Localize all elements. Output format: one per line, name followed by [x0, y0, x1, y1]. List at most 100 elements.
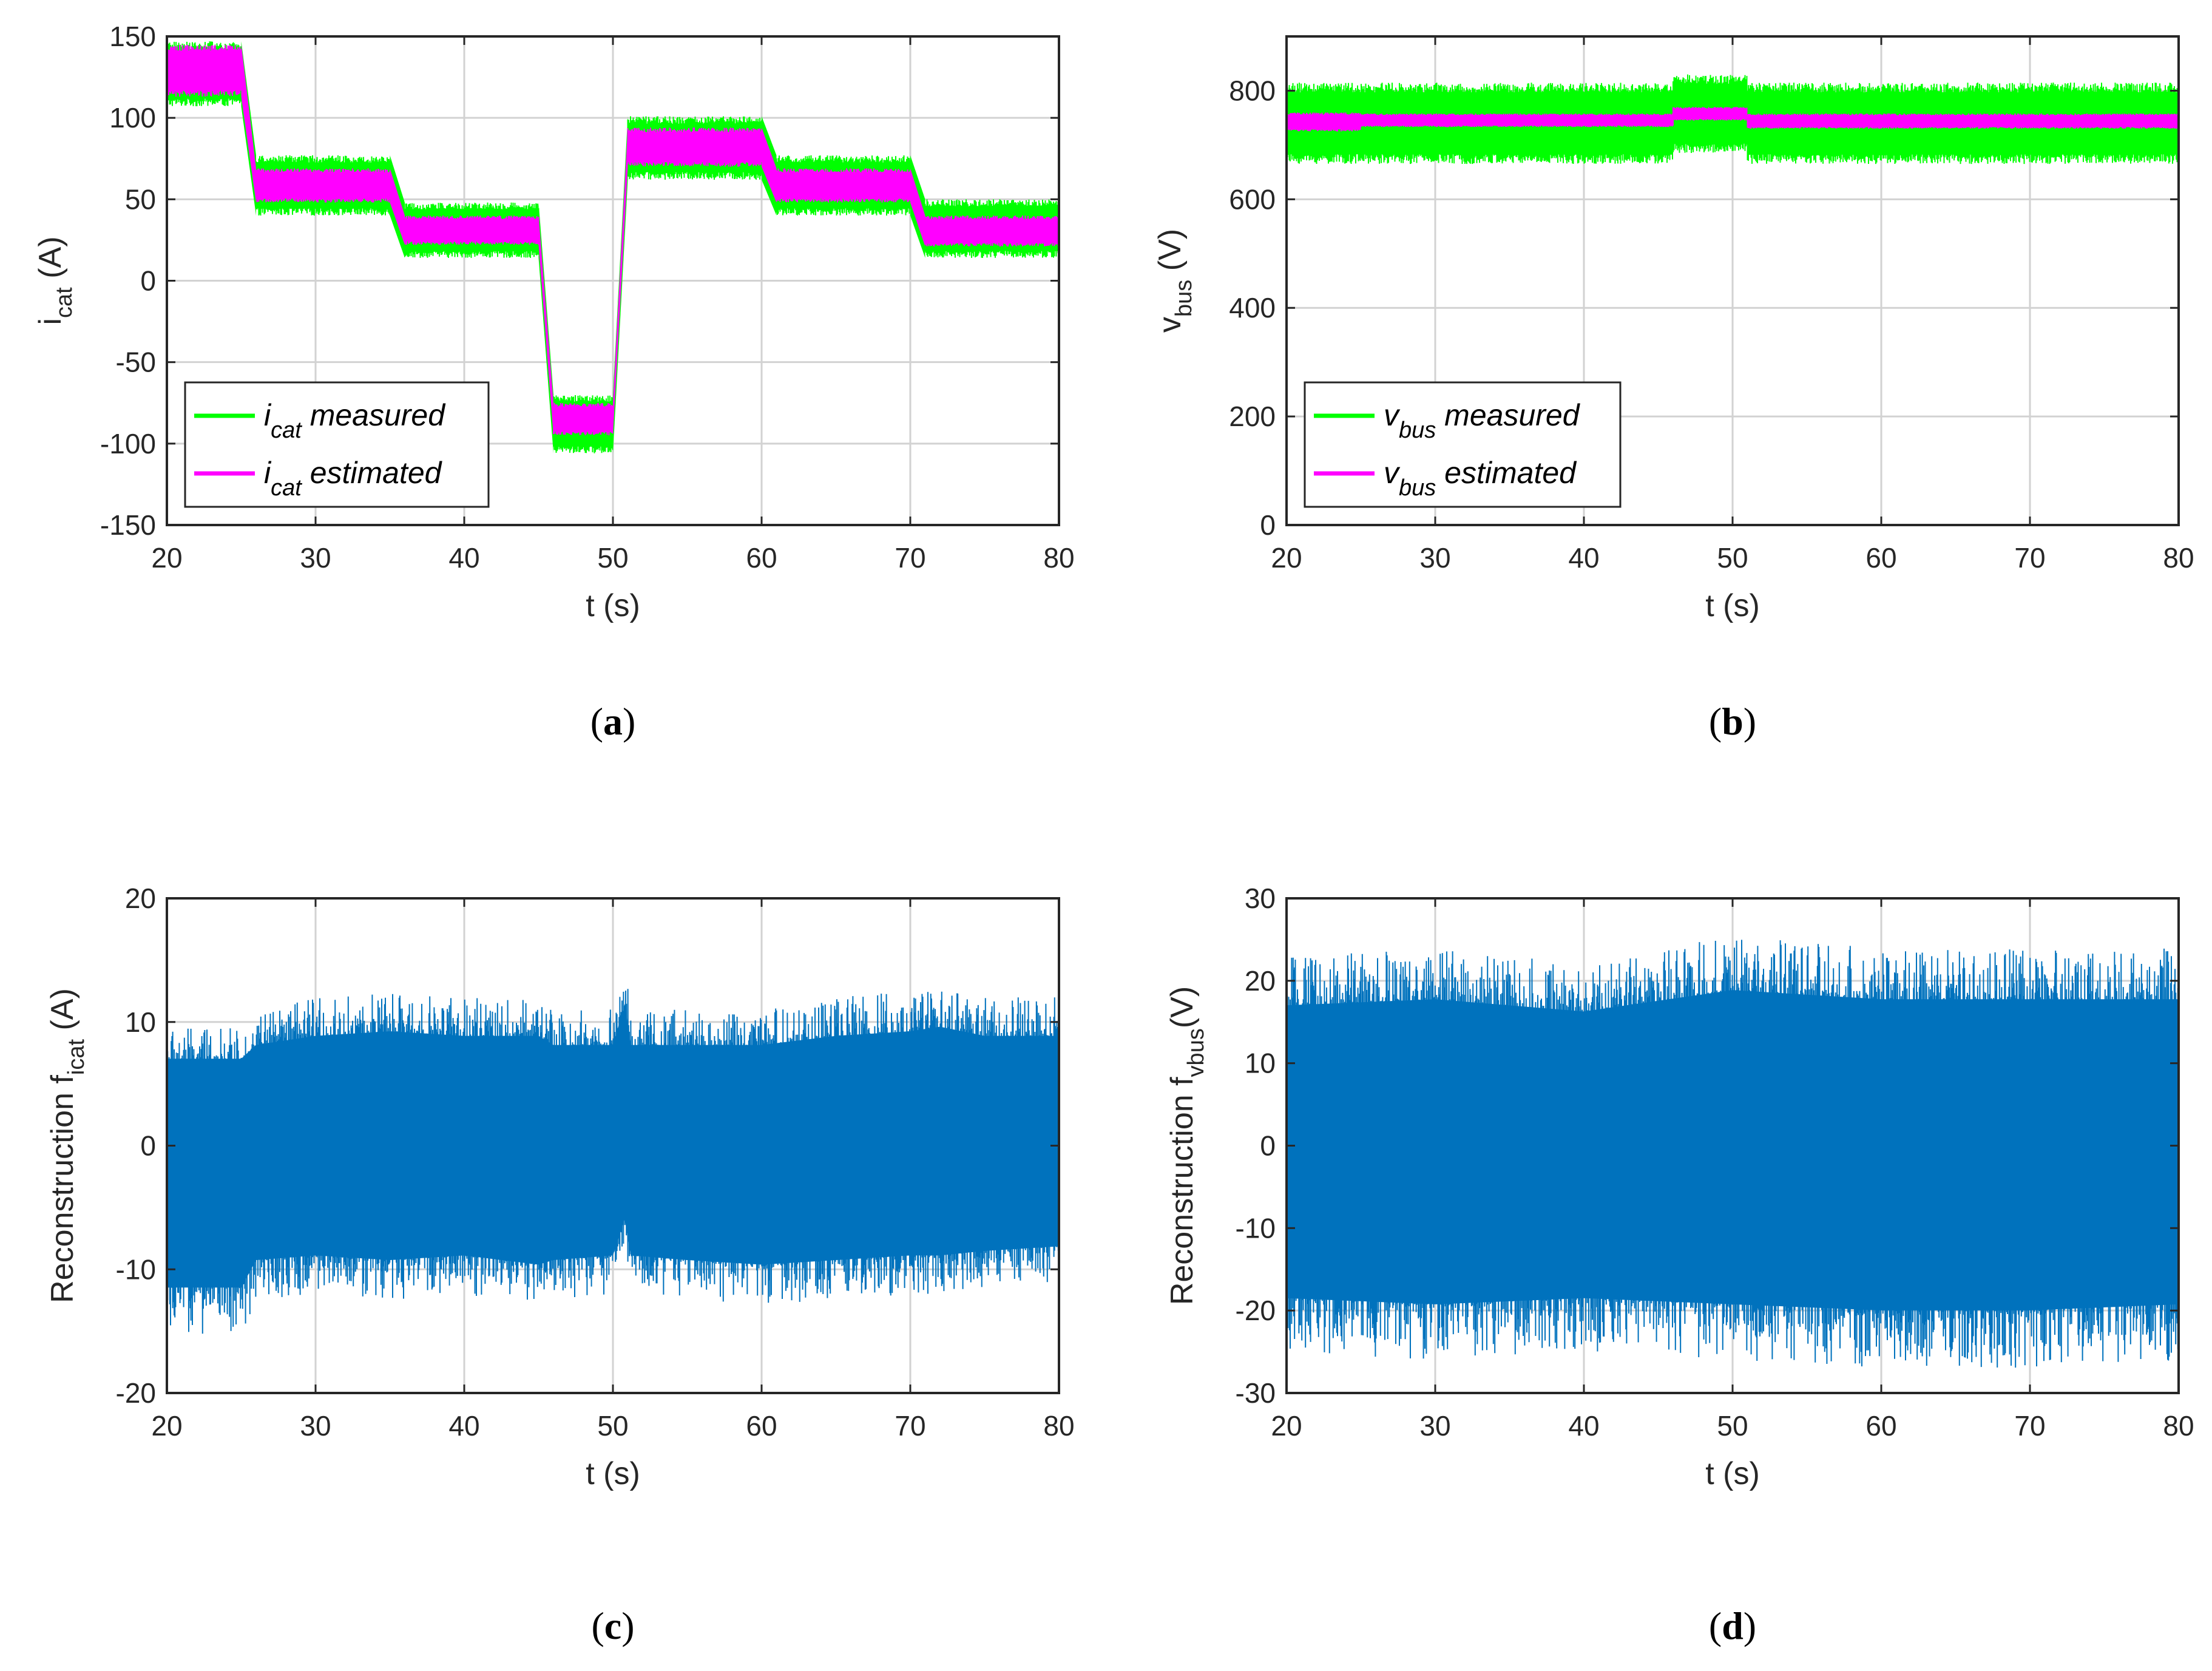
legend-main: i [264, 398, 272, 432]
y-tick-label: -20 [1236, 1295, 1276, 1326]
y-tick-label: -10 [1236, 1212, 1276, 1244]
y-tick-label: 400 [1229, 292, 1276, 324]
subfigure-caption: (d) [1709, 1604, 1756, 1647]
y-label-unit: (V) [1165, 986, 1200, 1028]
x-tick-label: 60 [746, 1410, 777, 1442]
x-tick-label: 30 [1419, 1410, 1450, 1442]
y-tick-label: -50 [116, 347, 156, 378]
caption-close: ) [1744, 700, 1756, 743]
x-tick-label: 80 [1043, 1410, 1074, 1442]
caption-letter: b [1722, 700, 1744, 743]
series-1-segment-0 [167, 44, 242, 97]
x-tick-label: 20 [1271, 542, 1302, 574]
y-tick-label: 800 [1229, 75, 1276, 106]
y-tick-label: 150 [109, 21, 156, 52]
y-label-sub: bus [1171, 280, 1197, 317]
series-1-transition-0 [241, 44, 256, 203]
x-tick-label: 30 [300, 1410, 331, 1442]
series-1-transition-5 [910, 168, 925, 247]
y-tick-label: -150 [100, 509, 156, 541]
x-tick-label: 40 [448, 542, 479, 574]
series-1-transition-1 [390, 168, 405, 245]
y-tick-label: 0 [1260, 1130, 1276, 1162]
y-tick-label: 20 [1245, 965, 1276, 997]
x-tick-label: 70 [895, 542, 925, 574]
caption-letter: d [1722, 1604, 1744, 1647]
y-tick-label: 10 [125, 1006, 156, 1038]
data-layer [167, 41, 1059, 453]
x-tick-label: 20 [151, 1410, 182, 1442]
y-label-main: i [33, 318, 68, 325]
x-tick-label: 70 [895, 1410, 925, 1442]
chart-d: 20 30 40 50 60 70 80 30 20 10 0 -10 -20 -30 t (s) Recon… [1165, 883, 2194, 1647]
x-tick-label: 30 [1419, 542, 1450, 574]
y-tick-label: -20 [116, 1377, 156, 1409]
series-1-segment-1 [1360, 113, 1674, 127]
x-tick-label: 80 [2163, 542, 2194, 574]
subfigure-caption: (c) [591, 1604, 634, 1647]
y-tick-label: -10 [116, 1253, 156, 1285]
y-tick-label: 0 [1260, 509, 1276, 541]
data-layer [1287, 74, 2179, 164]
y-label-unit: (A) [33, 236, 68, 287]
series-0-signal [1287, 940, 2179, 1368]
caption-close: ) [623, 700, 635, 743]
series-1-transition-4 [762, 127, 777, 203]
series-1-segment-2 [404, 215, 539, 245]
y-label-main: v [1152, 317, 1188, 333]
legend-sub: cat [271, 475, 302, 501]
legend-rest: measured [302, 398, 446, 432]
y-tick-label: 200 [1229, 401, 1276, 432]
y-tick-label: -30 [1236, 1377, 1276, 1409]
x-tick-label: 60 [1865, 1410, 1896, 1442]
x-axis-label: t (s) [586, 1456, 640, 1491]
legend-entry: icat measured [264, 398, 446, 443]
chart-c: 20 30 40 50 60 70 80 20 10 0 -10 -20 t (s) Reconstruc… [45, 883, 1075, 1647]
legend-entry: vbus measured [1384, 398, 1581, 443]
legend-main: i [264, 456, 272, 490]
y-tick-label: 20 [125, 883, 156, 914]
legend-main: v [1384, 398, 1401, 432]
y-tick-label: 10 [1245, 1048, 1276, 1079]
series-0-signal [167, 989, 1059, 1334]
series-1-transition-2 [538, 215, 553, 436]
y-axis-label: icat (A) [33, 236, 77, 325]
caption-open: ( [591, 1604, 604, 1647]
legend-rest: estimated [302, 456, 443, 490]
y-tick-label: -100 [100, 428, 156, 459]
x-tick-label: 50 [1717, 1410, 1748, 1442]
x-tick-label: 20 [1271, 1410, 1302, 1442]
caption-letter: c [604, 1604, 621, 1647]
caption-letter: a [603, 700, 623, 743]
chart-a: 20 30 40 50 60 70 80 150 100 50 0 -50 -100 -150 t (s) i… [33, 21, 1075, 743]
caption-open: ( [1709, 1604, 1722, 1647]
x-tick-label: 50 [597, 1410, 628, 1442]
x-axis-label: t (s) [1705, 1456, 1760, 1491]
series-1-segment-3 [1747, 113, 2179, 129]
caption-open: ( [590, 700, 603, 743]
x-axis-label: t (s) [586, 588, 640, 623]
x-tick-label: 80 [2163, 1410, 2194, 1442]
series-1-segment-2 [1673, 107, 1748, 121]
y-axis-label: Reconstruction ficat (A) [45, 988, 89, 1303]
x-tick-label: 50 [597, 542, 628, 574]
y-label-unit: (A) [45, 988, 80, 1039]
x-tick-label: 20 [151, 542, 182, 574]
series-1-segment-1 [255, 168, 391, 203]
y-label-sub: vbus [1183, 1028, 1209, 1077]
x-axis-label: t (s) [1705, 588, 1760, 623]
x-tick-label: 40 [448, 1410, 479, 1442]
y-axis-label: Reconstruction fvbus(V) [1165, 986, 1209, 1305]
y-tick-label: 30 [1245, 883, 1276, 914]
y-label-sub: cat [52, 287, 77, 318]
caption-close: ) [1744, 1604, 1756, 1647]
y-label-unit: (V) [1152, 229, 1188, 280]
y-tick-label: 600 [1229, 183, 1276, 215]
x-tick-label: 80 [1043, 542, 1074, 574]
x-tick-label: 40 [1568, 542, 1599, 574]
y-label-sub: icat [64, 1039, 89, 1076]
caption-open: ( [1709, 700, 1722, 743]
legend-rest: estimated [1436, 456, 1577, 490]
